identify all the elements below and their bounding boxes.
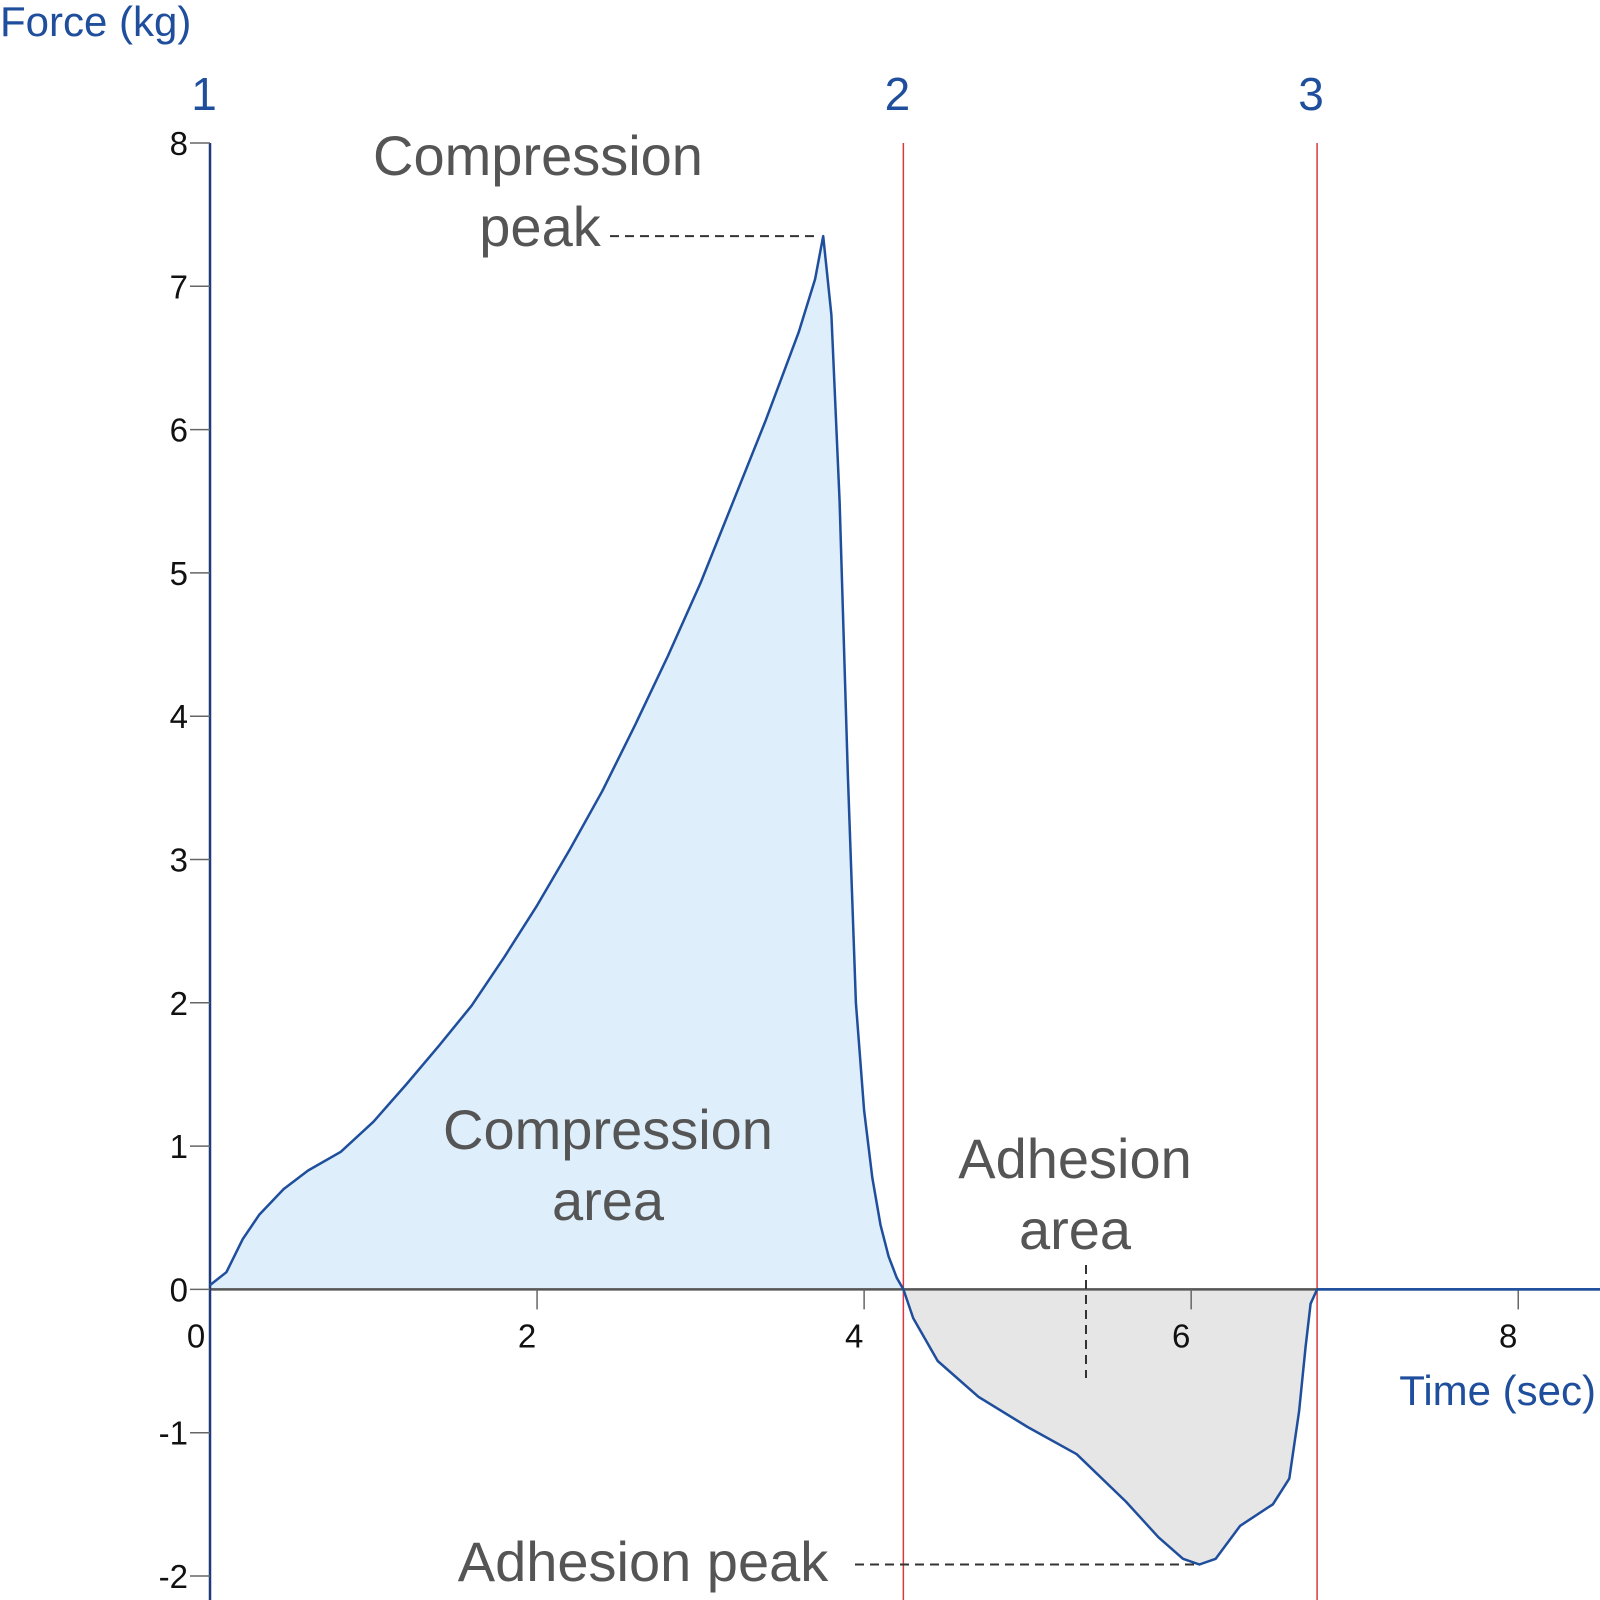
y-axis-title: Force (kg) — [0, 0, 191, 45]
compression-area-label-line2: area — [552, 1169, 665, 1232]
y-tick-label: 7 — [170, 268, 188, 305]
y-tick-label: 8 — [170, 125, 188, 162]
x-tick-label: 0 — [187, 1317, 205, 1354]
force-curve — [209, 234, 1600, 1566]
adhesion-area-fill — [903, 1289, 1318, 1565]
y-tick-label: 2 — [170, 985, 188, 1022]
y-tick-label: 6 — [170, 412, 188, 449]
x-tick-label: 6 — [1172, 1317, 1190, 1354]
y-tick-label: 0 — [170, 1271, 188, 1308]
x-tick-label: 8 — [1499, 1317, 1517, 1354]
x-tick-label: 4 — [845, 1317, 863, 1354]
marker-label-3: 3 — [1298, 68, 1324, 120]
marker-label-2: 2 — [885, 68, 911, 120]
marker-label-1: 1 — [191, 68, 217, 120]
y-tick-label: -2 — [159, 1558, 188, 1595]
y-tick-label: 1 — [170, 1128, 188, 1165]
y-tick-label: -1 — [159, 1415, 188, 1452]
y-tick-label: 5 — [170, 555, 188, 592]
compression-area-fill — [210, 236, 904, 1290]
adhesion-area-label-line2: area — [1019, 1198, 1132, 1261]
adhesion-area-label-line1: Adhesion — [958, 1127, 1192, 1190]
x-tick-label: 2 — [518, 1317, 536, 1354]
x-axis-title: Time (sec) — [1399, 1367, 1596, 1414]
y-tick-label: 3 — [170, 842, 188, 879]
compression-peak-label-line1: Compression — [373, 124, 703, 187]
compression-area-label-line1: Compression — [443, 1098, 773, 1161]
y-tick-label: 4 — [170, 698, 188, 735]
adhesion-peak-label: Adhesion peak — [458, 1530, 830, 1593]
compression-peak-label-line2: peak — [479, 195, 601, 258]
